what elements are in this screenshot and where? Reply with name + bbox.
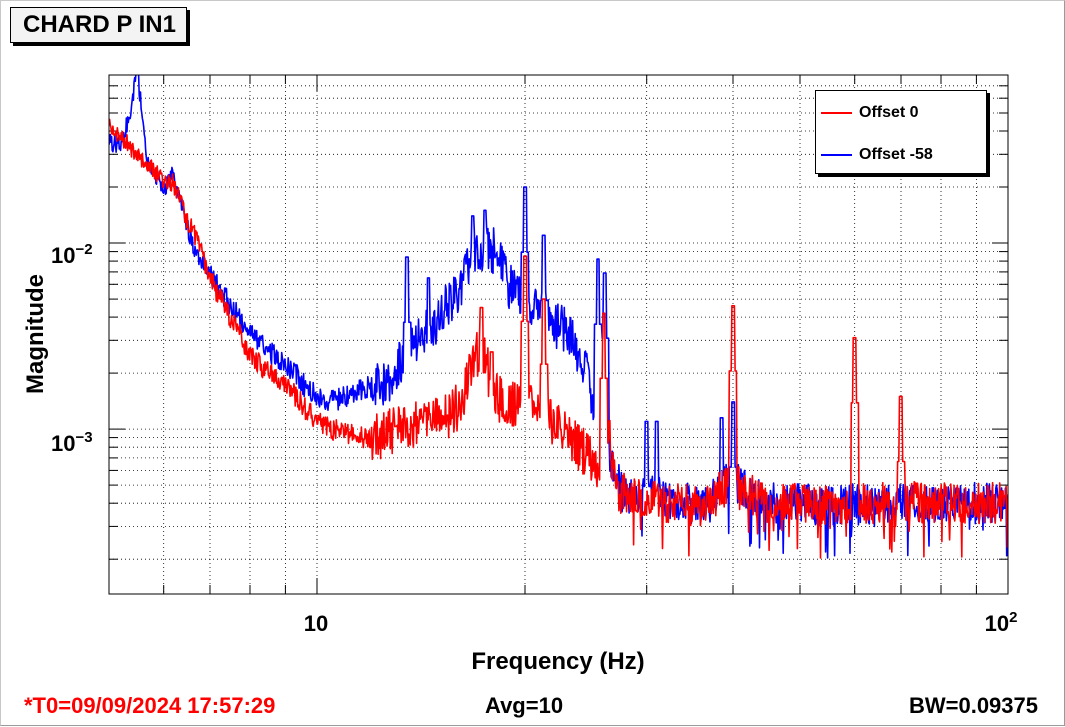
footer-averages: Avg=10 bbox=[485, 693, 564, 718]
x-tick-label-10: 10 bbox=[304, 611, 328, 636]
y-tick-label-1e-3: 10−3 bbox=[51, 429, 93, 456]
legend-label-offset-minus-58: Offset -58 bbox=[859, 146, 933, 163]
legend-entry-offset-0: Offset 0 bbox=[821, 103, 919, 123]
series-offset-0-trace bbox=[109, 118, 1008, 559]
plot-title: CHARD P IN1 bbox=[23, 11, 176, 38]
legend-label-offset-0: Offset 0 bbox=[859, 104, 919, 121]
plot-area-border bbox=[108, 74, 1009, 595]
series-traces bbox=[109, 75, 1008, 559]
x-tick-label-100: 102 bbox=[985, 609, 1018, 636]
legend: Offset 0 Offset -58 bbox=[815, 90, 987, 174]
footer-t0-timestamp: *T0=09/09/2024 17:57:29 bbox=[24, 693, 276, 718]
legend-swatch-offset-minus-58 bbox=[821, 154, 852, 156]
y-tick-label-1e-2: 10−2 bbox=[51, 241, 93, 268]
y-axis-label: Magnitude bbox=[22, 274, 49, 394]
legend-entry-offset-minus-58: Offset -58 bbox=[821, 145, 933, 165]
series-offset-minus-58-trace bbox=[109, 75, 1008, 559]
plot-title-box: CHARD P IN1 bbox=[10, 7, 187, 43]
footer-bandwidth: BW=0.09375 bbox=[908, 693, 1038, 718]
legend-swatch-offset-0 bbox=[821, 112, 852, 114]
x-axis-label: Frequency (Hz) bbox=[471, 648, 644, 675]
